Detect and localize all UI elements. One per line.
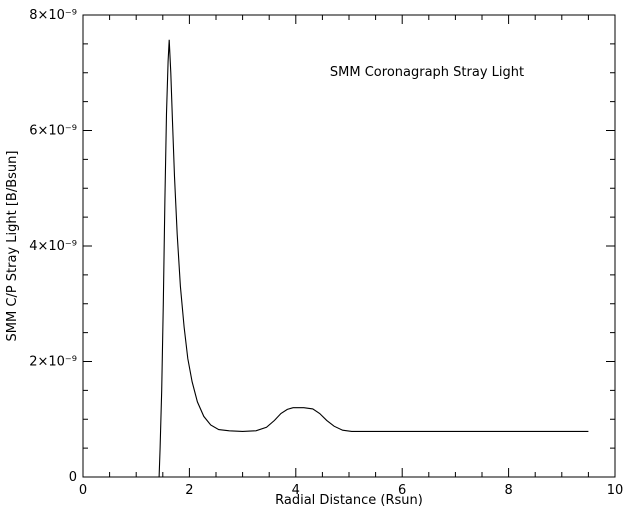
axis-tick-labels: 0 2 4 6 8 10 0 2×10⁻⁹ 4×10⁻⁹ 6×10⁻⁹ 8×10⁻⁹: [29, 8, 623, 498]
x-tick-label: 2: [185, 483, 193, 498]
y-tick-label: 8×10⁻⁹: [29, 8, 77, 23]
stray-light-curve: [158, 39, 589, 478]
x-tick-label: 0: [79, 483, 87, 498]
y-tick-label: 2×10⁻⁹: [29, 355, 77, 370]
x-axis-label: Radial Distance (Rsun): [275, 493, 423, 508]
y-axis-label: SMM C/P Stray Light [B/Bsun]: [5, 151, 20, 342]
y-tick-label: 4×10⁻⁹: [29, 239, 77, 254]
x-tick-label: 8: [504, 483, 512, 498]
y-tick-label: 6×10⁻⁹: [29, 124, 77, 139]
x-tick-label: 10: [607, 483, 624, 498]
y-tick-label: 0: [69, 470, 77, 485]
x-tick-label: 4: [292, 483, 300, 498]
x-tick-label: 6: [398, 483, 406, 498]
axis-ticks: [82, 14, 616, 478]
chart-title: SMM Coronagraph Stray Light: [330, 65, 524, 80]
